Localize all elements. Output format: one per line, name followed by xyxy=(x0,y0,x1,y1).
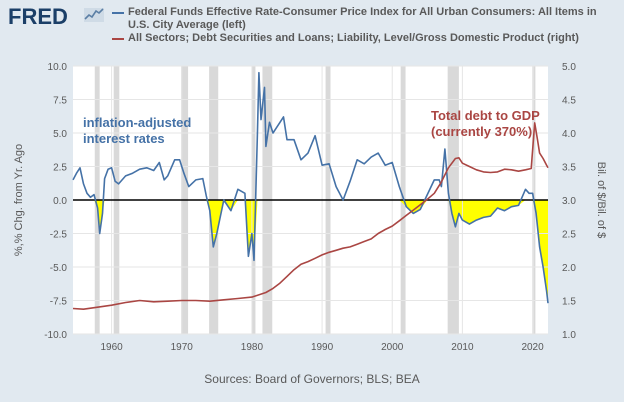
series-line-real-rate xyxy=(72,71,549,304)
x-tick-label-4: 2000 xyxy=(381,342,404,353)
left-tick-label-5: -2.5 xyxy=(50,230,68,241)
series-line-debt-gdp xyxy=(72,122,549,311)
right-axis-label: Bil. of $/Bil. of $ xyxy=(595,162,607,238)
x-tick-label-0: 1960 xyxy=(100,342,123,353)
chart-legend: Federal Funds Effective Rate-Consumer Pr… xyxy=(112,6,617,45)
left-tick-label-3: 2.5 xyxy=(53,163,67,174)
legend-swatch-red xyxy=(112,38,124,40)
right-tick-label-6: 2.0 xyxy=(562,263,576,274)
annotation-inflation-line-1: interest rates xyxy=(83,131,165,146)
fred-logo-chart-icon xyxy=(84,8,104,22)
left-axis-label: %,% Chg. from Yr. Ago xyxy=(13,144,25,256)
legend-entry-red: All Sectors; Debt Securities and Loans; … xyxy=(112,32,617,45)
chart-source: Sources: Board of Governors; BLS; BEA xyxy=(204,372,420,386)
x-tick-label-5: 2010 xyxy=(451,342,474,353)
legend-swatch-blue xyxy=(112,12,124,14)
x-tick-label-6: 2020 xyxy=(521,342,544,353)
right-tick-label-0: 5.0 xyxy=(562,62,576,73)
legend-label-red: All Sectors; Debt Securities and Loans; … xyxy=(128,32,579,44)
annotation-debt-line-0: Total debt to GDP xyxy=(431,108,540,123)
annotation-debt-line-1: (currently 370%) xyxy=(431,124,532,139)
x-tick-label-1: 1970 xyxy=(171,342,194,353)
right-tick-label-1: 4.5 xyxy=(562,96,576,107)
left-tick-label-4: 0.0 xyxy=(53,196,67,207)
left-tick-label-8: -10.0 xyxy=(44,330,67,341)
right-tick-label-7: 1.5 xyxy=(562,297,576,308)
right-tick-label-8: 1.0 xyxy=(562,330,576,341)
right-tick-label-2: 4.0 xyxy=(562,129,576,140)
right-tick-label-5: 2.5 xyxy=(562,230,576,241)
x-tick-label-2: 1980 xyxy=(241,342,264,353)
right-tick-label-4: 3.0 xyxy=(562,196,576,207)
left-tick-label-2: 5.0 xyxy=(53,129,67,140)
left-tick-label-0: 10.0 xyxy=(48,62,68,73)
left-tick-label-6: -5.0 xyxy=(50,263,68,274)
legend-label-blue: Federal Funds Effective Rate-Consumer Pr… xyxy=(128,6,597,31)
left-tick-label-1: 7.5 xyxy=(53,96,67,107)
right-tick-label-3: 3.5 xyxy=(562,163,576,174)
left-tick-label-7: -7.5 xyxy=(50,297,68,308)
annotation-inflation-line-0: inflation-adjusted xyxy=(83,115,191,130)
fred-logo: FRED xyxy=(8,4,68,29)
legend-entry-blue: Federal Funds Effective Rate-Consumer Pr… xyxy=(112,6,617,32)
x-tick-label-3: 1990 xyxy=(311,342,334,353)
